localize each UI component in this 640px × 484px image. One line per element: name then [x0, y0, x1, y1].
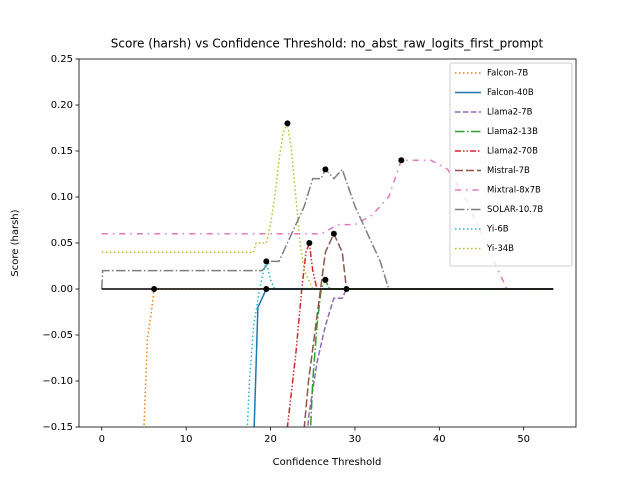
legend-label: Llama2-70B: [487, 147, 538, 157]
y-tick-label: 0.20: [51, 100, 73, 111]
y-tick-label: −0.15: [42, 422, 73, 433]
y-tick-label: −0.10: [42, 376, 73, 387]
marker: [284, 120, 291, 127]
legend-label: Falcon-40B: [487, 88, 534, 98]
line: [101, 120, 554, 290]
line: [303, 232, 554, 427]
legend-label: Mixtral-8x7B: [487, 186, 541, 196]
legend-label: Llama2-7B: [487, 108, 533, 118]
y-tick-label: −0.05: [42, 330, 73, 341]
y-tick-label: 0.10: [51, 192, 73, 203]
y-tick-label: 0.15: [51, 146, 73, 157]
marker: [322, 166, 329, 173]
plot-area: [101, 120, 554, 427]
x-tick-label: 20: [264, 434, 277, 445]
x-tick-label: 50: [517, 434, 530, 445]
legend-label: Llama2-13B: [487, 127, 538, 137]
legend: Falcon-7B Falcon-40B Llama2-7B Llama2-13B Ll…: [449, 62, 573, 267]
x-tick-label: 40: [433, 434, 446, 445]
marker: [343, 286, 350, 292]
legend-label: Mistral-7B: [487, 166, 530, 176]
legend-label: SOLAR-10.7B: [487, 205, 543, 215]
x-axis-label: Confidence Threshold: [273, 457, 382, 468]
legend-label: Falcon-7B: [487, 69, 528, 79]
y-tick-label: 0.05: [51, 238, 73, 249]
marker: [398, 157, 405, 164]
marker: [306, 240, 313, 246]
line: [101, 167, 554, 290]
y-axis-label: Score (harsh): [10, 209, 21, 276]
marker: [322, 276, 329, 283]
line: [101, 159, 554, 290]
legend-label: Yi-34B: [486, 244, 514, 254]
x-tick-label: 0: [99, 434, 105, 445]
chart-title: Score (harsh) vs Confidence Threshold: n…: [111, 37, 544, 51]
marker: [151, 286, 158, 292]
line: [286, 242, 554, 427]
legend-box: [449, 62, 573, 267]
line: [143, 288, 554, 427]
y-tick-label: 0.00: [51, 284, 73, 295]
marker: [263, 258, 270, 265]
legend-label: Yi-6B: [486, 225, 509, 235]
x-tick-label: 30: [349, 434, 362, 445]
marker: [263, 286, 270, 292]
y-tick-label: 0.25: [51, 54, 73, 65]
x-tick-label: 10: [180, 434, 193, 445]
marker: [330, 230, 337, 237]
